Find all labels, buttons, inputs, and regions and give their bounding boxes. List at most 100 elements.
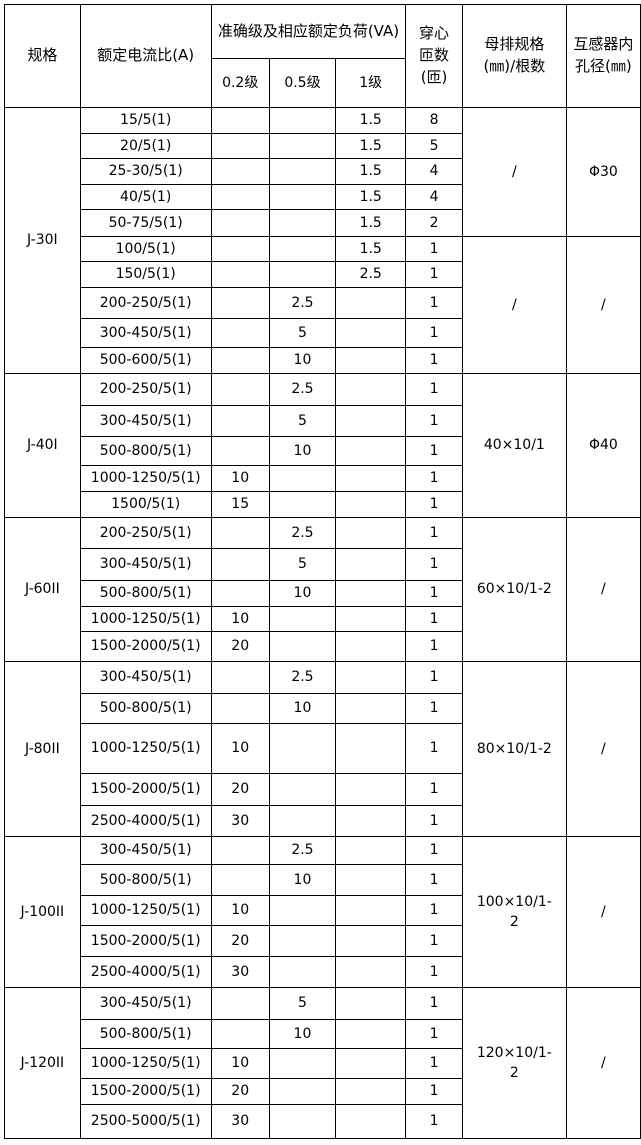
turns-cell: 1 bbox=[405, 465, 463, 492]
class-05-cell bbox=[268, 184, 337, 210]
class-1-cell bbox=[335, 805, 407, 837]
class-02-cell bbox=[210, 405, 270, 437]
turns-cell: 1 bbox=[405, 287, 463, 319]
header-busbar: 母排规格(㎜)/根数 bbox=[461, 4, 567, 108]
class-05-cell bbox=[268, 261, 337, 288]
class-05-cell: 10 bbox=[268, 1019, 337, 1049]
busbar-cell: 80×10/1-2 bbox=[461, 661, 567, 837]
turns-cell: 1 bbox=[405, 925, 463, 957]
class-1-cell bbox=[335, 925, 407, 957]
ratio-cell: 2500-4000/5(1) bbox=[79, 805, 212, 837]
ratio-cell: 200-250/5(1) bbox=[79, 373, 212, 406]
class-02-cell: 20 bbox=[210, 773, 270, 806]
table-row: 40/5(1) 1.5 4 bbox=[5, 184, 641, 210]
class-1-cell bbox=[335, 491, 407, 518]
class-1-cell bbox=[335, 465, 407, 492]
class-02-cell bbox=[210, 373, 270, 406]
spec-cell: J-60II bbox=[4, 517, 81, 662]
bore-cell: / bbox=[565, 987, 641, 1139]
ratio-cell: 1500-2000/5(1) bbox=[79, 925, 212, 957]
turns-cell: 1 bbox=[405, 773, 463, 806]
class-1-cell: 1.5 bbox=[335, 236, 407, 262]
ratio-cell: 20/5(1) bbox=[79, 133, 212, 159]
ratio-cell: 1000-1250/5(1) bbox=[79, 465, 212, 492]
bore-cell: Φ40 bbox=[565, 373, 641, 518]
table-row: 1000-1250/5(1) 10 1 bbox=[5, 723, 641, 774]
turns-cell: 1 bbox=[405, 548, 463, 581]
class-02-cell bbox=[210, 209, 270, 237]
class-02-cell bbox=[210, 107, 270, 134]
table-row: 2500-4000/5(1) 30 1 bbox=[5, 956, 641, 988]
class-02-cell bbox=[210, 517, 270, 549]
table-row: 1500-2000/5(1) 20 1 bbox=[5, 631, 641, 662]
class-05-cell: 2.5 bbox=[268, 661, 337, 694]
turns-cell: 1 bbox=[405, 606, 463, 632]
table-row: J-30I 15/5(1) 1.5 8/Φ30 bbox=[4, 107, 641, 374]
class-1-cell bbox=[335, 987, 407, 1020]
class-05-cell bbox=[268, 1078, 337, 1105]
class-1-cell bbox=[335, 318, 407, 348]
turns-cell: 1 bbox=[405, 661, 463, 694]
table-row: 1000-1250/5(1) 10 1 bbox=[5, 606, 641, 632]
bore-cell: / bbox=[565, 661, 641, 837]
class-05-cell: 5 bbox=[268, 548, 337, 581]
class-02-cell bbox=[210, 864, 270, 896]
turns-cell: 5 bbox=[405, 133, 463, 159]
bore-cell: / bbox=[565, 236, 641, 374]
class-05-cell bbox=[268, 956, 337, 988]
class-02-cell bbox=[210, 580, 270, 607]
ratio-cell: 1000-1250/5(1) bbox=[79, 1048, 212, 1079]
class-05-cell bbox=[268, 773, 337, 806]
turns-cell: 1 bbox=[405, 318, 463, 348]
turns-cell: 1 bbox=[405, 347, 463, 374]
class-1-cell bbox=[335, 895, 407, 926]
class-05-cell: 2.5 bbox=[268, 373, 337, 406]
ratio-cell: 300-450/5(1) bbox=[79, 661, 212, 694]
turns-cell: 1 bbox=[405, 236, 463, 262]
ratio-cell: 500-800/5(1) bbox=[79, 436, 212, 466]
class-02-cell bbox=[210, 548, 270, 581]
table-row: J-60II 200-250/5(1) 2.5 1 60×10/1-2/ bbox=[4, 517, 641, 662]
class-02-cell: 20 bbox=[210, 925, 270, 957]
busbar-cell: 100×10/1-2 bbox=[461, 836, 567, 988]
class-05-cell bbox=[268, 925, 337, 957]
class-1-cell bbox=[335, 836, 407, 865]
turns-cell: 1 bbox=[405, 895, 463, 926]
turns-cell: 1 bbox=[405, 405, 463, 437]
class-02-cell bbox=[210, 693, 270, 724]
table-row: J-100II 300-450/5(1) 2.5 1 100×10/1-2/ bbox=[4, 836, 641, 988]
turns-cell: 1 bbox=[405, 987, 463, 1020]
class-1-cell: 1.5 bbox=[335, 133, 407, 159]
class-1-cell: 2.5 bbox=[335, 261, 407, 288]
class-05-cell: 2.5 bbox=[268, 517, 337, 549]
turns-cell: 1 bbox=[405, 956, 463, 988]
table-row: 1500-2000/5(1) 20 1 bbox=[5, 925, 641, 957]
ratio-cell: 2500-4000/5(1) bbox=[79, 956, 212, 988]
turns-cell: 1 bbox=[405, 517, 463, 549]
class-05-cell bbox=[268, 236, 337, 262]
header-turns: 穿心匝数(匝) bbox=[405, 4, 463, 108]
class-1-cell bbox=[335, 956, 407, 988]
class-02-cell: 10 bbox=[210, 465, 270, 492]
class-02-cell bbox=[210, 987, 270, 1020]
class-05-cell: 5 bbox=[268, 318, 337, 348]
ratio-cell: 150/5(1) bbox=[79, 261, 212, 288]
class-02-cell bbox=[210, 1019, 270, 1049]
class-05-cell bbox=[268, 158, 337, 185]
class-02-cell: 10 bbox=[210, 1048, 270, 1079]
class-1-cell bbox=[335, 1104, 407, 1139]
class-05-cell bbox=[268, 805, 337, 837]
class-05-cell bbox=[268, 465, 337, 492]
class-1-cell bbox=[335, 723, 407, 774]
class-02-cell: 20 bbox=[210, 631, 270, 662]
ratio-cell: 2500-5000/5(1) bbox=[79, 1104, 212, 1139]
table-row: J-40I 200-250/5(1) 2.5 1 40×10/1 Φ40 bbox=[4, 373, 641, 518]
class-02-cell bbox=[210, 661, 270, 694]
bore-cell: / bbox=[565, 517, 641, 662]
class-05-cell bbox=[268, 606, 337, 632]
ratio-cell: 300-450/5(1) bbox=[79, 405, 212, 437]
class-1-cell: 1.5 bbox=[335, 107, 407, 134]
class-1-cell bbox=[335, 373, 407, 406]
table-row: 1000-1250/5(1) 10 1 bbox=[5, 1048, 641, 1079]
class-05-cell: 10 bbox=[268, 580, 337, 607]
